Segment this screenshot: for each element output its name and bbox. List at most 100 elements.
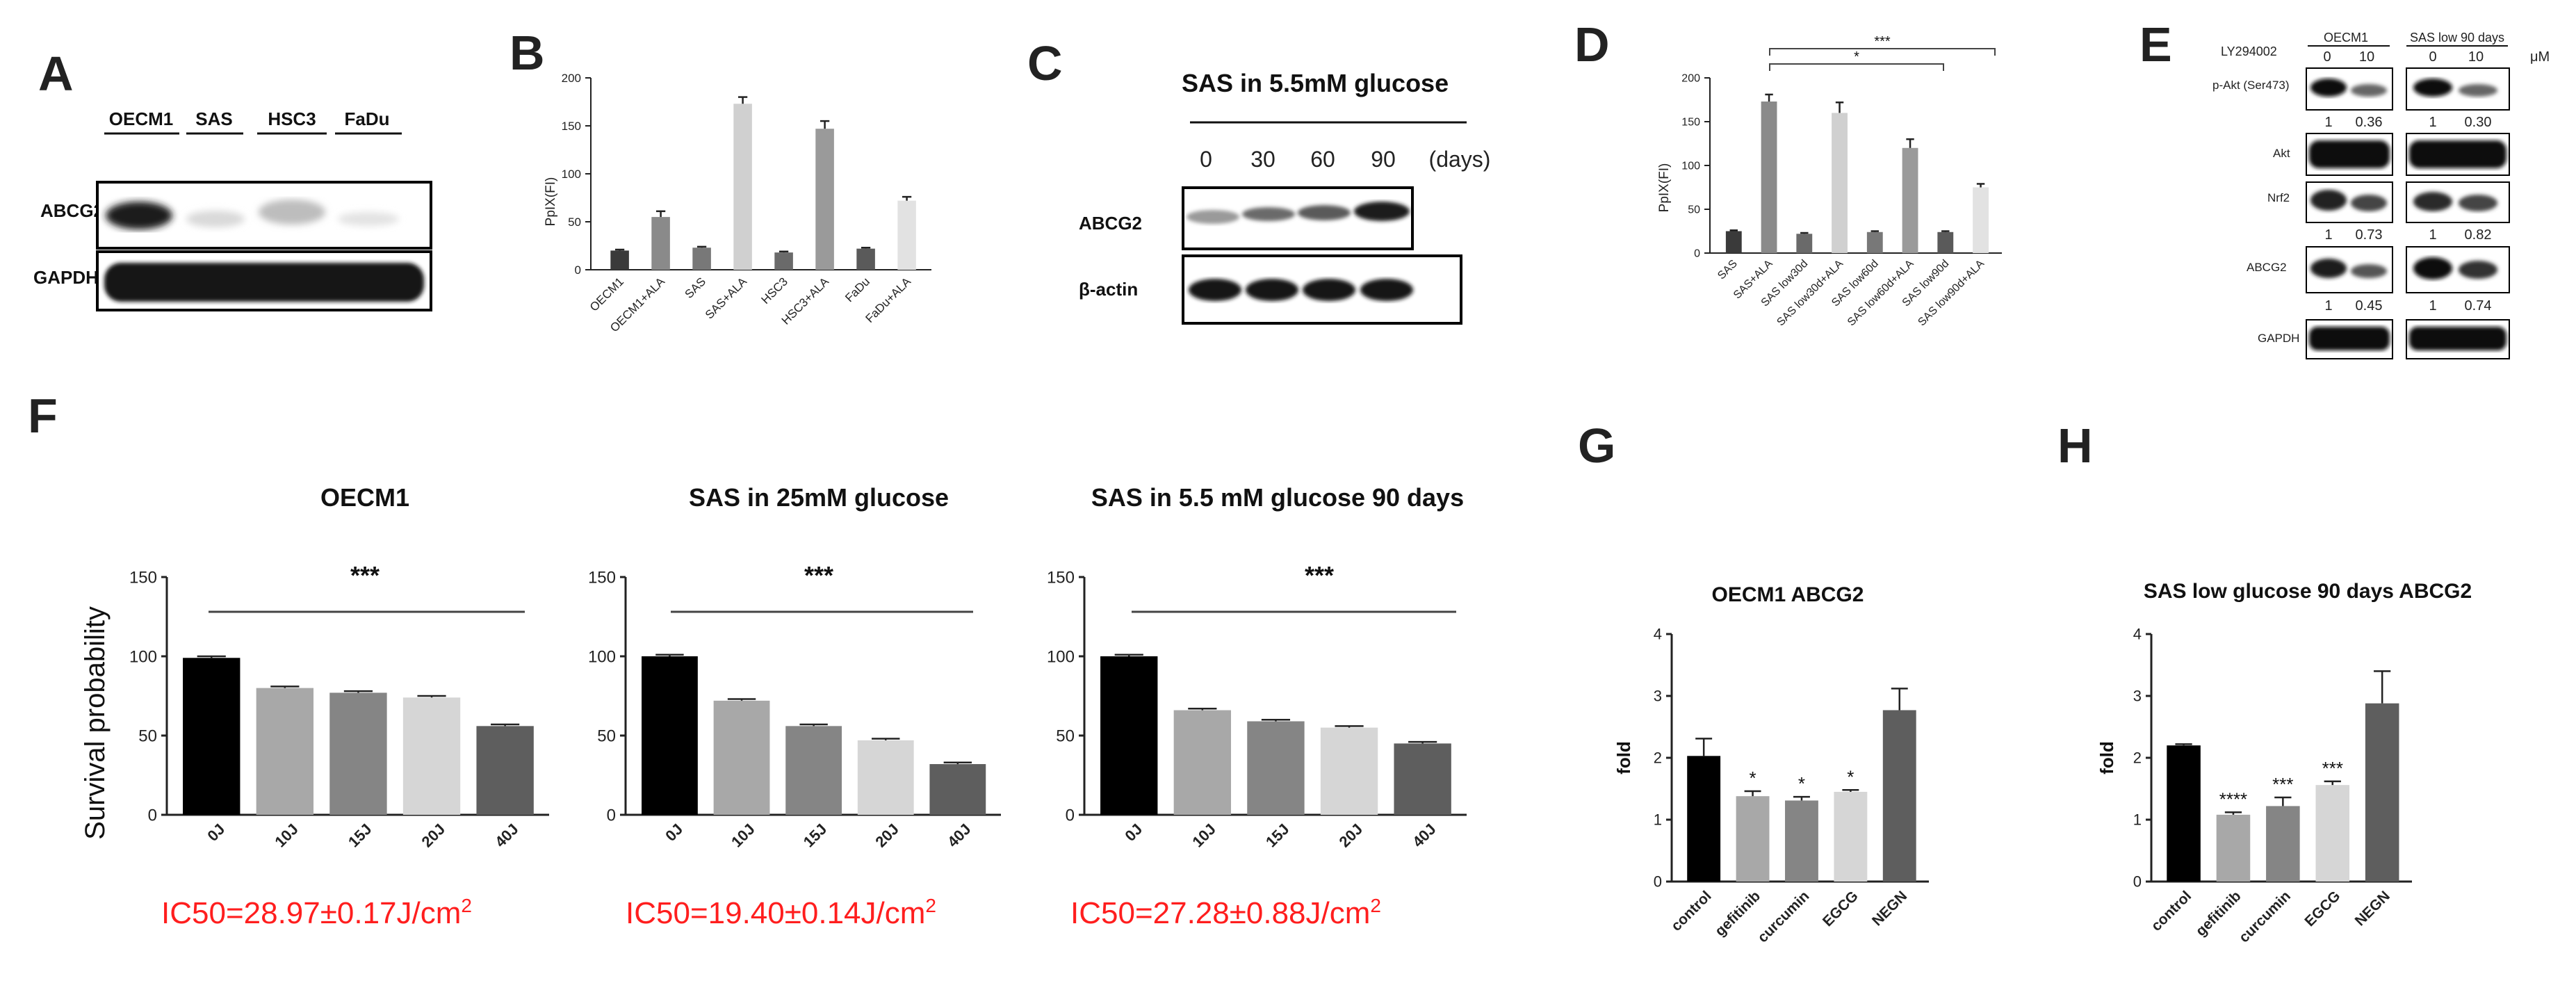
blot-row-label: Nrf2: [2267, 191, 2290, 204]
blot-e-gapdh-bands: [2309, 327, 2506, 350]
y-tick-label: 2: [2133, 749, 2142, 767]
bar: [1937, 232, 1954, 253]
bar: [1687, 756, 1721, 882]
x-tick-label: curcumin: [1754, 888, 1812, 946]
bar: [774, 252, 793, 270]
panel-e: E LY294002 OECM1 SAS low 90 days 0 10 0 …: [2139, 17, 2550, 359]
y-axis-label: Survival probability: [80, 606, 111, 840]
bar: [856, 248, 875, 270]
y-axis-label: PpIX(FI): [544, 177, 558, 227]
x-tick-label: SAS: [683, 275, 708, 300]
x-tick-label: FaDu: [842, 275, 872, 305]
quant-value: 0.30: [2465, 115, 2492, 130]
y-axis-label: fold: [1613, 741, 1634, 774]
x-tick-label: OECM1: [587, 275, 626, 314]
x-tick-label: 15J: [345, 820, 375, 851]
y-tick-label: 150: [562, 120, 581, 133]
y-tick-label: 150: [129, 568, 157, 587]
subplot-title: SAS in 5.5 mM glucose 90 days: [1091, 483, 1464, 512]
x-tick-label: SAS low30d+ALA: [1775, 258, 1845, 329]
y-tick-label: 2: [1654, 749, 1662, 767]
quant-value: 0.73: [2356, 227, 2383, 243]
blot-day-unit: (days): [1429, 147, 1491, 172]
bar: [256, 688, 314, 815]
bar: [2216, 814, 2251, 882]
y-tick-label: 50: [1688, 204, 1700, 216]
x-tick-label: gefitinib: [2193, 888, 2244, 939]
bar: [476, 726, 534, 815]
blot-lane-label: OECM1: [109, 108, 173, 129]
dose-label: 10: [2359, 49, 2374, 65]
x-tick-label: 15J: [800, 820, 831, 851]
x-tick-label: SAS low90d+ALA: [1916, 258, 1987, 329]
y-tick-label: 0: [148, 806, 157, 825]
quant-value: 0.45: [2356, 298, 2383, 314]
panel-label-a: A: [38, 47, 74, 101]
quant-value: 0.36: [2356, 115, 2383, 130]
y-tick-label: 0: [607, 806, 616, 825]
x-tick-label: HSC3: [759, 275, 791, 307]
panel-a: A OECM1 SAS HSC3 FaDu ABCG2 GAPDH: [33, 47, 432, 311]
y-tick-label: 150: [1047, 568, 1075, 587]
panel-label-d: D: [1574, 17, 1610, 72]
y-tick-label: 100: [1047, 647, 1075, 666]
chart-f-oecm1: 0 50 100 150 0J 10J 15J 20J 40J: [129, 568, 549, 850]
y-tick-label: 50: [568, 216, 581, 229]
bar: [733, 104, 752, 270]
bar: [1834, 791, 1868, 882]
quant-value: 1: [2324, 227, 2332, 243]
x-tick-label: control: [2149, 888, 2195, 934]
bar: [1882, 710, 1916, 882]
bar: [1902, 147, 1918, 253]
x-tick-label: 40J: [491, 820, 522, 851]
x-tick-label: 10J: [728, 820, 758, 851]
ic50-label: IC50=19.40±0.14J/cm2: [626, 895, 936, 930]
bar: [857, 740, 914, 815]
y-tick-label: 0: [2133, 873, 2142, 891]
panel-label-b: B: [510, 26, 545, 80]
ic50-label: IC50=28.97±0.17J/cm2: [161, 895, 472, 930]
bar: [1736, 796, 1770, 882]
blot-a-lane-labels: OECM1 SAS HSC3 FaDu: [104, 108, 402, 135]
bar: [2266, 806, 2300, 882]
significance-marker: *: [1749, 768, 1756, 788]
dose-unit: μM: [2530, 49, 2550, 65]
bar: [1100, 656, 1158, 815]
panel-h: H SAS low glucose 90 days ABCG2 fold 0 1 2…: [2057, 419, 2472, 946]
significance-label: *: [1854, 49, 1859, 65]
y-tick-label: 100: [588, 647, 616, 666]
y-tick-label: 4: [1654, 626, 1662, 643]
x-tick-label: gefitinib: [1712, 888, 1763, 939]
treatment-label: LY294002: [2221, 44, 2277, 58]
panel-label-g: G: [1578, 419, 1615, 473]
y-tick-label: 100: [562, 168, 581, 181]
x-tick-label: EGCG: [1820, 888, 1861, 930]
blot-row-label: GAPDH: [2258, 332, 2299, 345]
blot-day-label: 90: [1371, 147, 1396, 172]
quant-value: 1: [2324, 115, 2332, 130]
blot-row-label: Akt: [2273, 147, 2290, 160]
x-tick-label: control: [1668, 888, 1715, 934]
blot-gapdh-bands: [104, 263, 424, 302]
x-tick-label: FaDu+ALA: [863, 275, 913, 325]
bar: [2365, 703, 2399, 882]
bar: [1832, 113, 1848, 253]
quant-value: 1: [2324, 298, 2332, 314]
blot-row-label: ABCG2: [2247, 261, 2287, 274]
bar: [713, 700, 770, 815]
x-tick-label: SAS: [1715, 258, 1740, 282]
bar: [2167, 745, 2201, 882]
y-tick-label: 0: [1694, 248, 1700, 260]
y-tick-label: 200: [562, 72, 581, 85]
significance-bracket: [1769, 48, 1996, 56]
blot-e-nrf2-bands: [2310, 190, 2497, 211]
significance-marker: *: [1798, 773, 1805, 794]
bar: [183, 658, 241, 815]
blot-row-label: p-Akt (Ser473): [2212, 79, 2290, 92]
y-tick-label: 150: [1681, 117, 1700, 129]
quant-value: 1: [2429, 298, 2436, 314]
bar: [897, 200, 916, 270]
group-label: OECM1: [2324, 31, 2368, 44]
